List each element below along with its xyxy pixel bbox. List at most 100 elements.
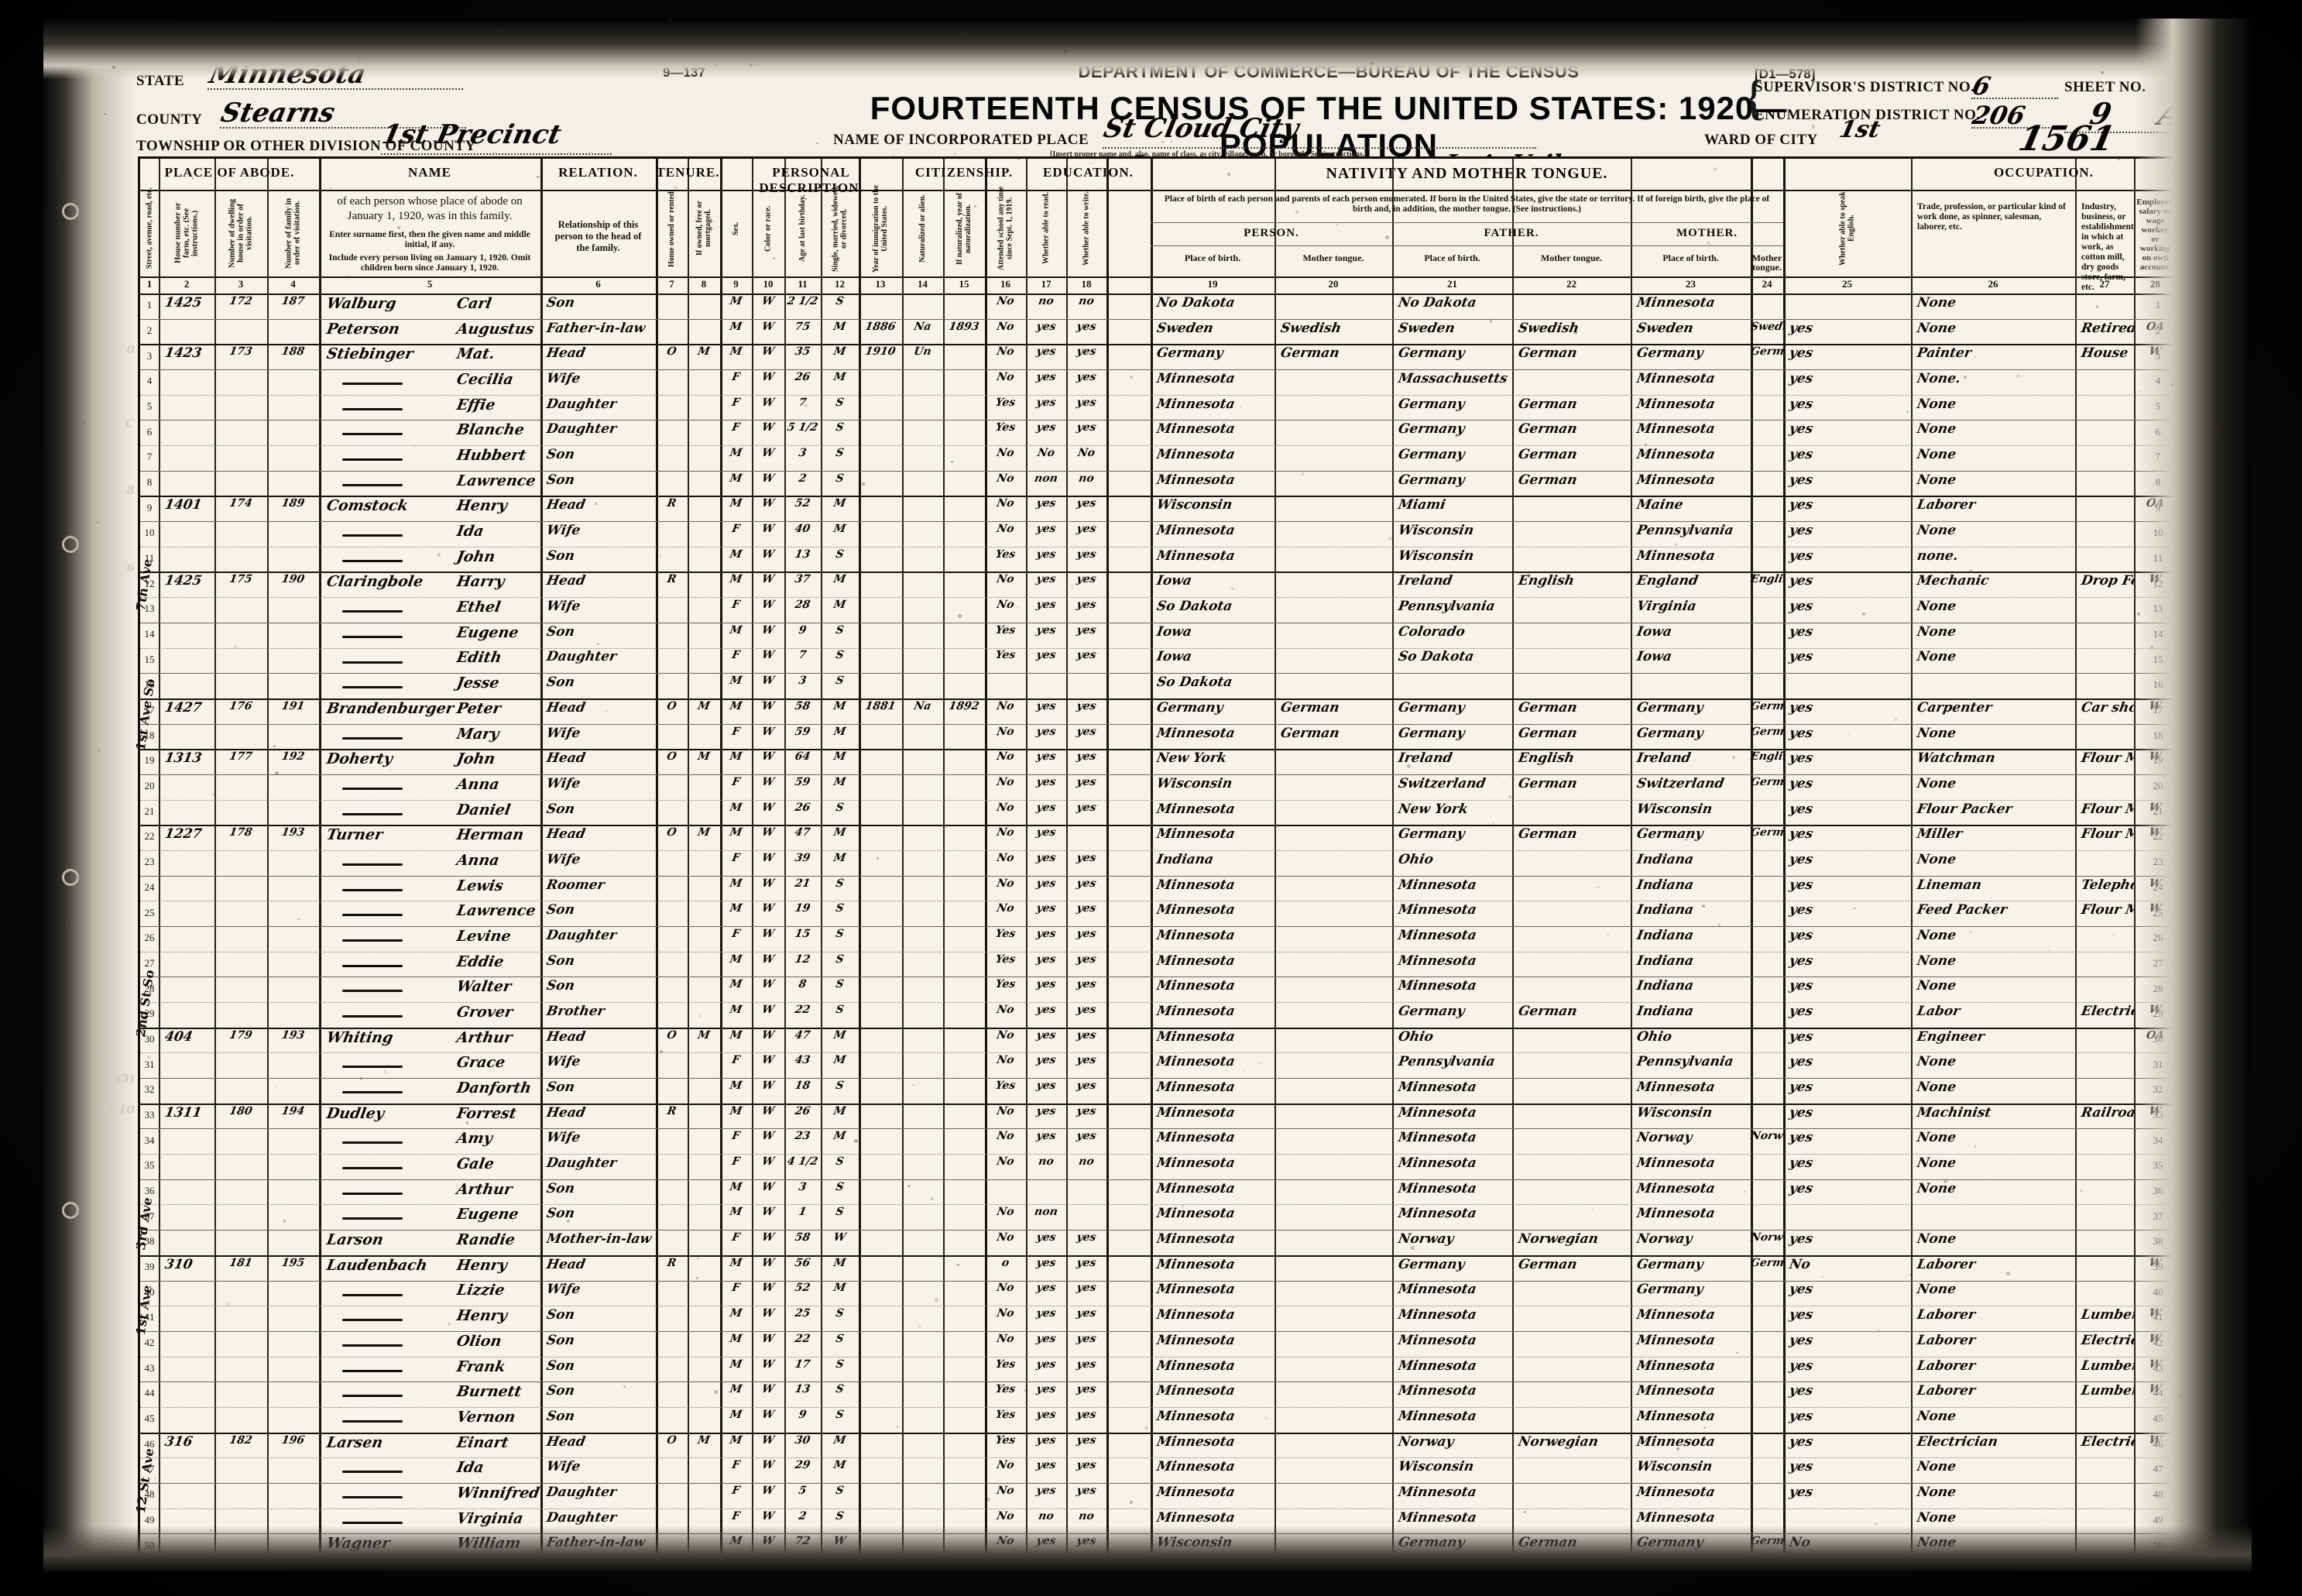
row-number-left-35: 35: [144, 1159, 155, 1172]
cell-owned-row-46: M: [696, 1433, 712, 1447]
cell-read-row-29: yes: [1035, 1004, 1057, 1016]
cell-employer-row-22: W: [2148, 826, 2163, 839]
row-rule-37: [140, 1204, 2172, 1205]
scan-speck: [1240, 407, 1242, 409]
cell-m_pob-row-3: Germany: [1635, 345, 1705, 362]
scan-speck: [2112, 934, 2115, 936]
cell-relation-row-9: Head: [545, 497, 587, 513]
cell-read-row-6: yes: [1035, 421, 1057, 434]
cell-race-row-11: W: [760, 547, 776, 561]
column-separator-16: [1026, 159, 1027, 1557]
cell-relation-row-18: Wife: [545, 725, 582, 741]
cell-english-row-26: yes: [1788, 927, 1815, 943]
cell-m_pob-row-47: Wisconsin: [1635, 1459, 1714, 1475]
row-rule-39: [140, 1255, 2172, 1257]
stamp-right-number: 5901: [2004, 25, 2104, 63]
cell-given-name-row-1: Carl: [455, 294, 493, 312]
cell-marital-row-2: M: [832, 320, 847, 333]
cell-tenure-row-19: O: [665, 750, 678, 764]
ditto-mark-row-4: [342, 383, 403, 386]
cell-f_pob-row-6: Germany: [1397, 421, 1467, 438]
cell-f_mt-row-19: English: [1517, 750, 1576, 767]
row-number-right-8: 8: [2155, 475, 2161, 488]
cell-marital-row-7: S: [835, 447, 845, 460]
cell-marital-row-15: S: [835, 649, 845, 662]
row-number-left-10: 10: [144, 527, 155, 539]
ditto-mark-row-21: [342, 812, 403, 815]
cell-relation-row-3: Head: [545, 345, 587, 362]
cell-surname-row-50: Wagner: [325, 1535, 392, 1553]
cell-sex-row-25: M: [729, 902, 743, 915]
scan-speck: [623, 1385, 626, 1388]
cell-sex-row-4: F: [731, 371, 741, 383]
row-rule-9: [140, 496, 2172, 497]
row-number-left-31: 31: [144, 1058, 155, 1070]
scan-speck: [1669, 1092, 1673, 1096]
cell-read-row-34: yes: [1035, 1130, 1057, 1143]
cell-relation-row-33: Head: [545, 1104, 587, 1121]
cell-f_mt-row-3: German: [1517, 345, 1579, 362]
row-rule-12: [140, 571, 2172, 573]
scan-speck: [912, 1083, 914, 1086]
ditto-mark-row-44: [342, 1395, 403, 1398]
cell-m_pob-row-23: Indiana: [1635, 851, 1695, 867]
cell-read-row-40: yes: [1035, 1282, 1057, 1295]
row-rule-40: [140, 1281, 2172, 1282]
cell-pob-row-35: Minnesota: [1155, 1155, 1237, 1172]
scan-speck: [585, 208, 586, 209]
cell-trade-row-9: Laborer: [1916, 497, 1977, 513]
cell-employer-row-12: W: [2148, 573, 2163, 586]
cell-m_pob-row-25: Indiana: [1635, 902, 1695, 918]
cell-relation-row-19: Head: [545, 750, 587, 767]
ditto-mark-row-42: [342, 1344, 403, 1347]
table-bottom-rule: [140, 1559, 2172, 1560]
scan-speck: [729, 686, 731, 688]
row-number-left-18: 18: [144, 729, 155, 741]
supervisor-district-row: SUPERVISOR'S DISTRICT NO. 6: [1755, 71, 2064, 107]
cell-industry-row-25: Flour Mill: [2080, 902, 2136, 918]
cell-f_mt-row-2: Swedish: [1517, 320, 1580, 336]
cell-sex-row-20: F: [731, 775, 741, 788]
scan-speck: [512, 1261, 513, 1262]
cell-english-row-4: yes: [1788, 371, 1815, 386]
scan-speck: [1024, 1389, 1027, 1392]
scan-speck: [234, 645, 237, 648]
cell-sex-row-44: M: [729, 1383, 743, 1396]
cell-trade-row-19: Watchman: [1916, 750, 1997, 767]
scan-speck: [68, 923, 71, 926]
scan-speck: [226, 1301, 231, 1306]
cell-english-row-31: yes: [1788, 1054, 1815, 1070]
cell-relation-row-21: Son: [545, 801, 576, 817]
scan-speck: [1861, 612, 1866, 616]
column-separator-28: [2134, 159, 2136, 1557]
cell-english-row-19: yes: [1788, 750, 1815, 767]
cell-school-row-32: Yes: [994, 1079, 1017, 1093]
cell-house-row-3: 1423: [163, 345, 204, 362]
cell-sex-row-11: M: [729, 547, 743, 561]
cell-pob-row-6: Minnesota: [1155, 421, 1237, 438]
cell-read-row-14: yes: [1035, 623, 1057, 637]
scan-speck: [1969, 931, 1972, 934]
cell-dwelling-row-9: 174: [228, 497, 254, 510]
cell-sex-row-5: F: [731, 396, 741, 409]
cell-family-row-39: 195: [280, 1256, 306, 1269]
cell-natz_yr-row-17: 1892: [948, 699, 980, 712]
cell-write-row-26: yes: [1076, 927, 1097, 940]
cell-m_pob-row-18: Germany: [1635, 725, 1705, 741]
cell-read-row-50: yes: [1035, 1535, 1057, 1548]
cell-house-row-9: 1401: [163, 497, 204, 513]
district-box: { SUPERVISOR'S DISTRICT NO. 6 ENUMERATIO…: [1742, 71, 2064, 135]
scan-speck: [803, 919, 804, 921]
scan-speck: [1895, 719, 1897, 721]
column-separator-4: [319, 159, 321, 1557]
row-number-left-41: 41: [144, 1311, 155, 1323]
cell-english-row-13: yes: [1788, 599, 1815, 615]
cell-english-row-20: yes: [1788, 775, 1815, 791]
cell-employer-row-25: W: [2148, 902, 2163, 915]
cell-english-row-50: No: [1788, 1535, 1812, 1551]
cell-pob-row-5: Minnesota: [1155, 396, 1237, 412]
scan-speck: [448, 1323, 451, 1326]
cell-f_pob-row-44: Minnesota: [1397, 1383, 1478, 1399]
cell-pob-row-13: So Dakota: [1155, 599, 1234, 615]
nativity-col-label-23: Place of birth.: [1662, 252, 1719, 263]
